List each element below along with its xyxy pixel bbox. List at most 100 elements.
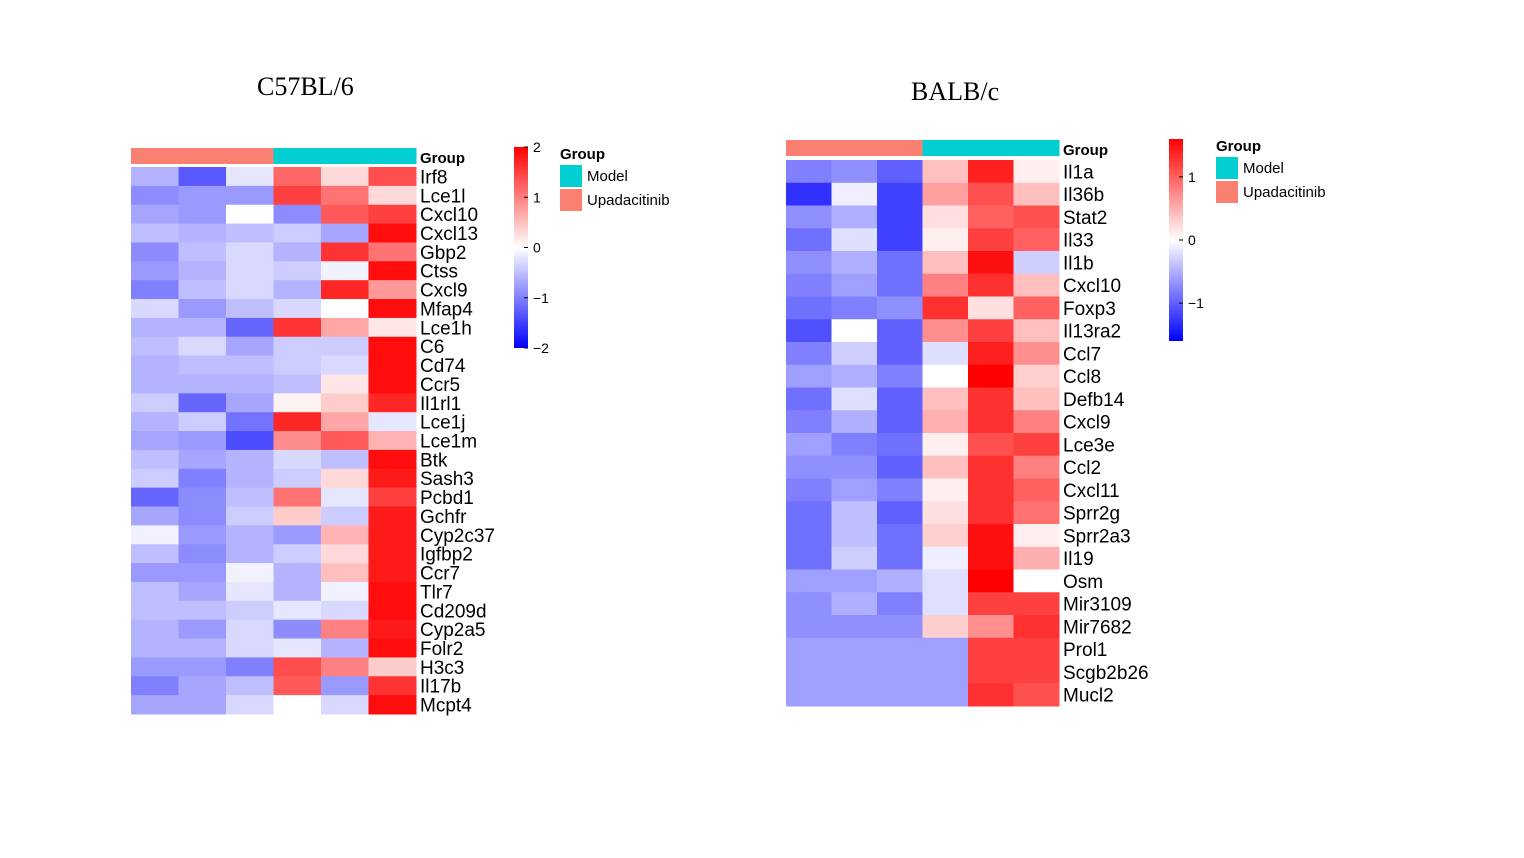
right-cell (968, 569, 1014, 593)
left-cell (321, 581, 369, 602)
right-cell (968, 637, 1014, 661)
left-annotation-cell (321, 148, 369, 164)
left-cell (368, 695, 417, 715)
right-cell (786, 342, 832, 366)
right-cell (968, 387, 1014, 411)
right-cell (877, 160, 923, 184)
left-row-label: Gbp2 (420, 243, 466, 264)
right-cell (831, 182, 878, 206)
left-cell (321, 600, 369, 621)
right-cell (877, 433, 923, 457)
left-cell (131, 638, 179, 658)
left-cell (321, 412, 369, 432)
right-cell (1013, 683, 1060, 707)
left-cell (273, 506, 322, 526)
right-cell (922, 205, 969, 229)
left-cell (321, 468, 369, 489)
left-cell (226, 468, 274, 489)
right-row-label: Il1b (1063, 253, 1094, 274)
left-cell (321, 544, 369, 564)
right-row-label: Mucl2 (1063, 686, 1114, 707)
right-cell (877, 387, 923, 411)
left-cell (321, 261, 369, 281)
left-cell (226, 619, 274, 640)
left-row-label: Cxcl9 (420, 281, 468, 302)
left-cell (131, 185, 179, 206)
left-cell (226, 336, 274, 357)
right-cell (786, 615, 832, 639)
right-cell (786, 683, 832, 707)
right-row-label: Sprr2g (1063, 504, 1120, 525)
right-cell (922, 319, 969, 343)
left-cell (226, 563, 274, 583)
right-row-label: Mir3109 (1063, 595, 1132, 616)
left-cell (273, 676, 322, 696)
right-cell (786, 182, 832, 206)
left-cell (368, 487, 417, 508)
right-cell (786, 319, 832, 343)
right-cell (922, 410, 969, 434)
right-cell (831, 592, 878, 616)
right-scale-tick-label: 1 (1188, 169, 1196, 185)
right-cell (922, 683, 969, 707)
right-cell (831, 364, 878, 388)
left-cell (178, 581, 227, 602)
left-cell (321, 431, 369, 451)
right-cell (1013, 615, 1060, 639)
left-cell (368, 563, 417, 583)
right-annotation-cell (1013, 140, 1060, 156)
left-heatmap: GroupIrf8Lce1lCxcl10Cxcl13Gbp2CtssCxcl9M… (131, 139, 670, 717)
right-color-scale (1169, 139, 1183, 341)
left-annotation-cell (273, 148, 322, 164)
left-scale-tick-label: 2 (533, 139, 541, 155)
right-cell (1013, 569, 1060, 593)
right-cell (786, 387, 832, 411)
left-legend-swatch-model (560, 165, 582, 187)
left-cell (131, 355, 179, 375)
left-annotation-cell (368, 148, 417, 164)
left-cell (321, 242, 369, 262)
right-cell (831, 296, 878, 320)
left-cell (321, 204, 369, 225)
left-row-label: Cd74 (420, 356, 466, 377)
right-cell (786, 410, 832, 434)
left-cell (368, 223, 417, 243)
right-cell (968, 683, 1014, 707)
left-cell (131, 261, 179, 281)
left-cell (368, 412, 417, 432)
left-row-label: Il1rl1 (420, 394, 461, 415)
left-row-label: Lce1m (420, 432, 477, 453)
left-cell (321, 336, 369, 357)
right-cell (877, 182, 923, 206)
left-cell (131, 336, 179, 357)
right-row-label: Il19 (1063, 549, 1094, 570)
right-cell (831, 615, 878, 639)
right-cell (877, 660, 923, 684)
left-cell (178, 506, 227, 526)
left-row-label: Il17b (420, 677, 461, 698)
left-row-label: Folr2 (420, 639, 463, 660)
left-cell (178, 167, 227, 187)
left-cell (321, 487, 369, 508)
left-cell (273, 393, 322, 413)
right-cell (877, 251, 923, 275)
left-cell (131, 657, 179, 677)
left-cell (226, 544, 274, 564)
right-cell (922, 615, 969, 639)
left-annotation-cell (178, 148, 227, 164)
right-cell (1013, 296, 1060, 320)
right-cell (1013, 660, 1060, 684)
right-cell (831, 478, 878, 502)
right-cell (1013, 273, 1060, 297)
right-cell (922, 251, 969, 275)
right-cell (786, 501, 832, 525)
right-cell (968, 273, 1014, 297)
right-row-label: Cxcl9 (1063, 413, 1111, 434)
left-cell (273, 280, 322, 300)
left-cell (131, 167, 179, 187)
left-cell (131, 449, 179, 470)
left-cell (368, 638, 417, 658)
left-cell (131, 544, 179, 564)
right-cell (831, 228, 878, 252)
right-annotation-cell (786, 140, 832, 156)
